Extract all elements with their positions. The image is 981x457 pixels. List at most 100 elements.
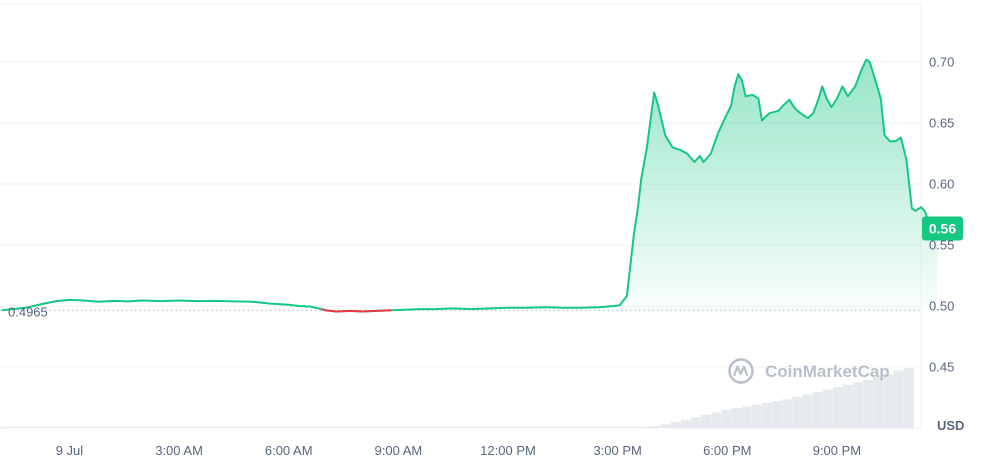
volume-bar bbox=[650, 426, 661, 428]
volume-bar bbox=[387, 427, 397, 428]
volume-bar bbox=[265, 427, 276, 428]
open-price-label: 0.4965 bbox=[8, 304, 48, 319]
volume-bar bbox=[762, 402, 772, 428]
volume-bar bbox=[12, 427, 22, 428]
x-tick-label: 9:00 AM bbox=[375, 443, 423, 457]
y-axis: 0.45 0.50 0.55 0.60 0.65 0.70 bbox=[929, 55, 954, 375]
volume-bar bbox=[52, 427, 63, 428]
volume-bar bbox=[32, 427, 43, 428]
x-tick-label: 9 Jul bbox=[56, 443, 84, 457]
volume-bar bbox=[22, 427, 33, 428]
volume-bar bbox=[620, 427, 630, 428]
volume-bar bbox=[478, 427, 489, 428]
volume-bar bbox=[731, 408, 742, 428]
volume-bar bbox=[194, 427, 205, 428]
volume-bar bbox=[346, 427, 357, 428]
current-price-badge bbox=[922, 216, 963, 241]
volume-bar bbox=[640, 426, 651, 428]
volume-bar bbox=[437, 427, 448, 428]
volume-bar bbox=[518, 427, 529, 428]
volume-bar bbox=[62, 427, 73, 428]
volume-bar bbox=[397, 427, 408, 428]
watermark: CoinMarketCap bbox=[728, 358, 890, 384]
volume-bar bbox=[447, 427, 458, 428]
volume-bar bbox=[660, 424, 671, 428]
volume-bar bbox=[366, 427, 377, 428]
volume-bar bbox=[711, 412, 722, 428]
volume-bar bbox=[549, 427, 560, 428]
volume-bar bbox=[853, 382, 864, 428]
volume-bar bbox=[235, 427, 245, 428]
x-tick-label: 3:00 AM bbox=[155, 443, 203, 457]
y-tick-label: 0.60 bbox=[929, 177, 954, 192]
volume-bar bbox=[113, 427, 124, 428]
volume-bar bbox=[883, 374, 894, 428]
volume-bar bbox=[83, 427, 93, 428]
volume-bar bbox=[893, 370, 904, 428]
volume-bar bbox=[407, 427, 418, 428]
x-tick-label: 12:00 PM bbox=[480, 443, 536, 457]
volume-bar bbox=[103, 427, 114, 428]
volume-bar bbox=[670, 422, 681, 428]
x-axis: 9 Jul 3:00 AM 6:00 AM 9:00 AM 12:00 PM 3:00 P… bbox=[56, 443, 861, 457]
volume-bar bbox=[42, 427, 53, 428]
volume-bar bbox=[751, 404, 762, 428]
volume-bar bbox=[184, 427, 195, 428]
volume-bar bbox=[468, 427, 478, 428]
volume-bar bbox=[154, 427, 164, 428]
volume-bar bbox=[508, 427, 519, 428]
y-tick-label: 0.45 bbox=[929, 360, 954, 375]
y-tick-label: 0.50 bbox=[929, 299, 954, 314]
volume-bar bbox=[680, 419, 691, 428]
volume-bar bbox=[255, 427, 266, 428]
volume-bar bbox=[579, 427, 590, 428]
volume-bar bbox=[93, 427, 104, 428]
volume-bar bbox=[275, 427, 286, 428]
currency-unit-label: USD bbox=[937, 418, 964, 433]
current-price-tag: 0.56 bbox=[922, 216, 963, 241]
volume-bar bbox=[174, 427, 185, 428]
volume-bar bbox=[822, 389, 833, 428]
volume-bar bbox=[691, 417, 701, 428]
y-tick-label: 0.65 bbox=[929, 116, 954, 131]
volume-bar bbox=[802, 394, 813, 428]
volume-bar bbox=[204, 427, 215, 428]
volume-bar bbox=[589, 427, 600, 428]
volume-bar bbox=[245, 427, 256, 428]
volume-bar bbox=[498, 427, 509, 428]
coinmarketcap-logo-icon bbox=[728, 358, 754, 384]
volume-bar bbox=[812, 392, 823, 428]
volume-bar bbox=[356, 427, 367, 428]
volume-bar bbox=[528, 427, 539, 428]
volume-bar bbox=[72, 427, 83, 428]
price-line-below-open[interactable] bbox=[321, 308, 392, 313]
volume-bar bbox=[326, 427, 337, 428]
volume-bar bbox=[295, 427, 306, 428]
volume-bar bbox=[539, 427, 549, 428]
x-tick-label: 3:00 PM bbox=[593, 443, 641, 457]
volume-bar bbox=[610, 427, 620, 428]
volume-bar bbox=[133, 427, 144, 428]
volume-bar bbox=[458, 427, 468, 428]
price-area-fill bbox=[619, 59, 938, 311]
volume-bar bbox=[792, 396, 803, 428]
volume-bar bbox=[285, 427, 296, 428]
volume-bar bbox=[721, 410, 732, 428]
x-tick-label: 9:00 PM bbox=[813, 443, 861, 457]
x-tick-label: 6:00 PM bbox=[703, 443, 751, 457]
volume-bar bbox=[164, 427, 174, 428]
volume-bar bbox=[214, 427, 225, 428]
volume-bar bbox=[306, 427, 316, 428]
x-tick-label: 6:00 AM bbox=[265, 443, 313, 457]
volume-bar bbox=[701, 414, 712, 428]
volume-bar bbox=[427, 427, 438, 428]
price-line[interactable] bbox=[1, 58, 938, 313]
volume-bar bbox=[559, 427, 570, 428]
volume-bar bbox=[417, 427, 428, 428]
volume-bar bbox=[123, 427, 134, 428]
volume-bar bbox=[863, 380, 874, 428]
volume-bar bbox=[873, 377, 884, 428]
y-tick-label: 0.55 bbox=[929, 238, 954, 253]
volume-bar bbox=[569, 427, 580, 428]
